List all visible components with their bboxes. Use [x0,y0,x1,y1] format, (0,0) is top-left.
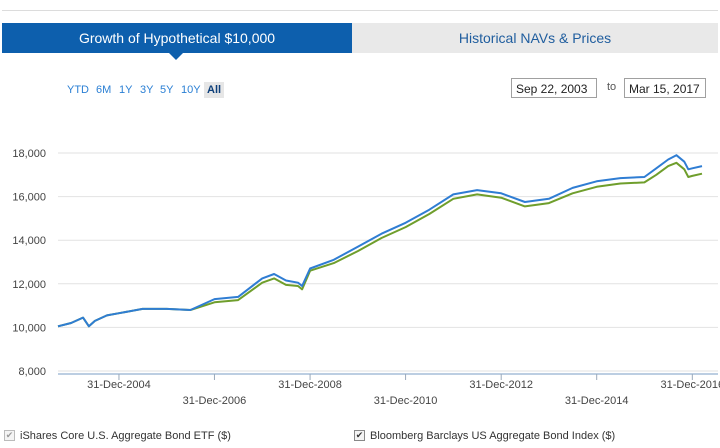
tab-historical-navs[interactable]: Historical NAVs & Prices [352,23,718,53]
x-tick-label: 31-Dec-2014 [565,395,629,407]
growth-chart: 18,000 16,000 14,000 12,000 10,000 8,000 31-De… [12,148,720,407]
series-line-etf [57,154,703,328]
range-button-3y[interactable]: 3Y [140,84,154,96]
chart-series [57,154,703,328]
range-button-6m[interactable]: 6M [96,84,112,96]
legend-label-index: Bloomberg Barclays US Aggregate Bond Ind… [370,430,616,442]
y-tick-label: 8,000 [18,366,46,378]
x-tick-label: 31-Dec-2008 [278,379,342,391]
range-button-10y[interactable]: 10Y [181,84,201,96]
series-line-index [57,161,703,328]
range-button-1y[interactable]: 1Y [119,84,133,96]
y-tick-label: 12,000 [12,279,46,291]
legend-checkbox-etf[interactable]: ✔ [4,430,15,441]
y-tick-label: 18,000 [12,148,46,160]
range-button-5y[interactable]: 5Y [160,84,174,96]
x-tick-label: 31-Dec-2012 [469,379,533,391]
chart-axes: 18,000 16,000 14,000 12,000 10,000 8,000 31-De… [12,148,720,407]
range-button-all[interactable]: All [204,82,225,98]
x-tick-label: 31-Dec-2010 [374,395,438,407]
legend-checkbox-index[interactable]: ✔ [354,430,365,441]
end-date-input[interactable]: Mar 15, 2017 [624,78,706,98]
x-tick-label: 31-Dec-2016 [661,379,720,391]
date-range-to-label: to [607,81,617,93]
range-button-ytd[interactable]: YTD [67,84,89,96]
x-tick-label: 31-Dec-2004 [87,379,151,391]
y-tick-label: 14,000 [12,235,46,247]
active-tab-pointer-icon [169,53,183,60]
tab-growth-of-hypothetical[interactable]: Growth of Hypothetical $10,000 [2,23,352,53]
y-tick-label: 16,000 [12,192,46,204]
legend-label-etf: iShares Core U.S. Aggregate Bond ETF ($) [20,430,231,442]
top-divider [2,10,718,11]
y-tick-label: 10,000 [12,322,46,334]
start-date-input[interactable]: Sep 22, 2003 [511,78,597,98]
x-tick-label: 31-Dec-2006 [183,395,247,407]
chart-grid [58,152,718,372]
